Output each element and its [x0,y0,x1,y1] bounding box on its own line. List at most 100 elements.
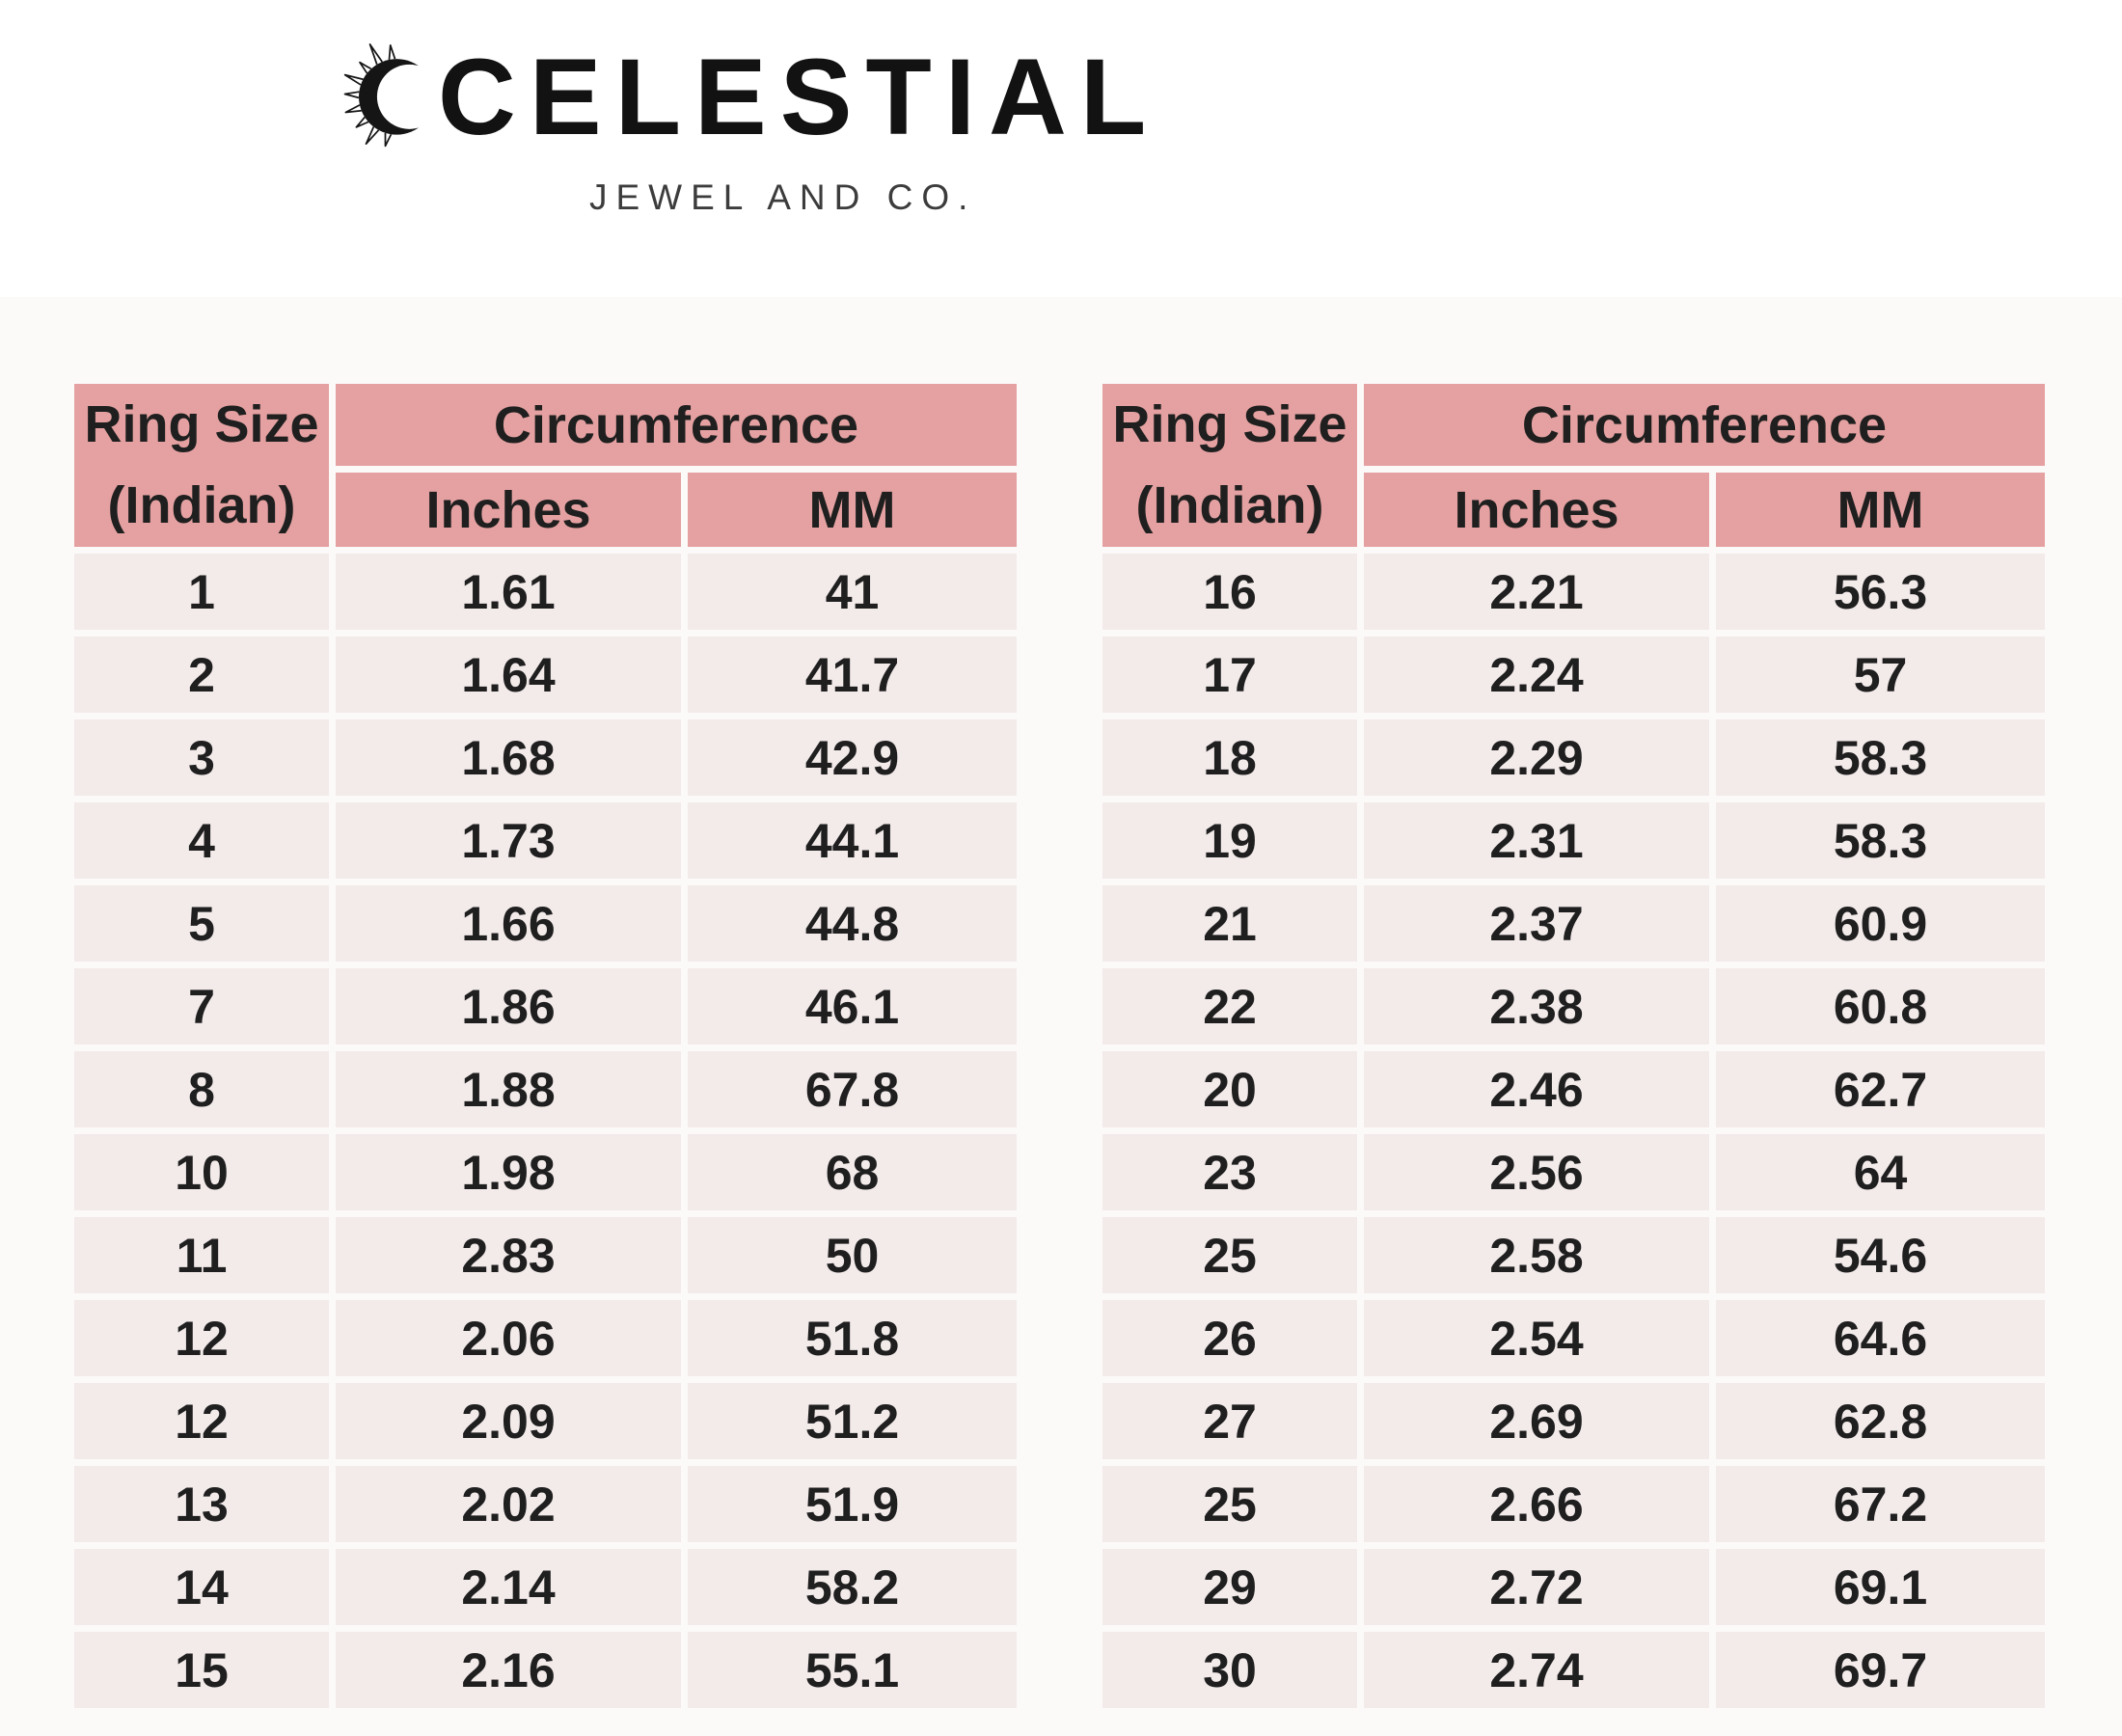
table-row: 15 2.16 55.1 [74,1632,1017,1709]
table-row: 4 1.73 44.1 [74,802,1017,880]
mm-cell: 41.7 [688,637,1017,714]
mm-cell: 56.3 [1716,554,2045,631]
table-row: 8 1.88 67.8 [74,1051,1017,1128]
mm-cell: 44.1 [688,802,1017,880]
inches-cell: 2.46 [1364,1051,1709,1128]
table-row: 1 1.61 41 [74,554,1017,631]
ring-size-cell: 8 [74,1051,329,1128]
ring-size-cell: 13 [74,1466,329,1543]
inches-cell: 2.21 [1364,554,1709,631]
mm-cell: 60.8 [1716,968,2045,1045]
inches-cell: 2.72 [1364,1549,1709,1626]
brand-row: CELESTIAL [343,29,1159,156]
ring-size-table-right: Ring Size (Indian) Circumference Inches … [1096,377,2052,1715]
table-row: 18 2.29 58.3 [1102,719,2045,797]
table-row: 13 2.02 51.9 [74,1466,1017,1543]
mm-cell: 54.6 [1716,1217,2045,1294]
table-row: 14 2.14 58.2 [74,1549,1017,1626]
mm-cell: 44.8 [688,885,1017,963]
ring-size-table-left: Ring Size (Indian) Circumference Inches … [68,377,1023,1715]
mm-cell: 42.9 [688,719,1017,797]
ring-size-cell: 7 [74,968,329,1045]
table-header-row: Ring Size (Indian) Circumference [1102,384,2045,548]
mm-cell: 69.7 [1716,1632,2045,1709]
ring-size-cell: 2 [74,637,329,714]
inches-cell: 1.98 [336,1134,681,1211]
mm-cell: 55.1 [688,1632,1017,1709]
table-row: 5 1.66 44.8 [74,885,1017,963]
table-row: 19 2.31 58.3 [1102,802,2045,880]
mm-cell: 41 [688,554,1017,631]
table-row: 22 2.38 60.8 [1102,968,2045,1045]
inches-cell: 1.66 [336,885,681,963]
circumference-header: Circumference [336,384,1017,467]
inches-cell: 2.74 [1364,1632,1709,1709]
inches-cell: 2.58 [1364,1217,1709,1294]
inches-cell: 1.88 [336,1051,681,1128]
table-row: 17 2.24 57 [1102,637,2045,714]
inches-cell: 2.24 [1364,637,1709,714]
ring-size-cell: 16 [1102,554,1357,631]
mm-cell: 67.2 [1716,1466,2045,1543]
table-row: 12 2.09 51.2 [74,1383,1017,1460]
mm-header: MM [1716,473,2045,548]
ring-size-cell: 12 [74,1383,329,1460]
table-row: 10 1.98 68 [74,1134,1017,1211]
table-subheader-row: Inches MM [74,473,1017,548]
mm-cell: 58.3 [1716,719,2045,797]
table-row: 30 2.74 69.7 [1102,1632,2045,1709]
ring-size-cell: 11 [74,1217,329,1294]
table-row: 29 2.72 69.1 [1102,1549,2045,1626]
sun-crescent-icon [343,43,435,148]
table-row: 7 1.86 46.1 [74,968,1017,1045]
ring-size-cell: 25 [1102,1466,1357,1543]
table-row: 25 2.66 67.2 [1102,1466,2045,1543]
mm-cell: 51.9 [688,1466,1017,1543]
table-row: 2 1.64 41.7 [74,637,1017,714]
ring-size-header-line1: Ring Size [84,395,319,453]
table-row: 25 2.58 54.6 [1102,1217,2045,1294]
inches-cell: 1.73 [336,802,681,880]
mm-cell: 46.1 [688,968,1017,1045]
ring-size-cell: 23 [1102,1134,1357,1211]
ring-size-cell: 12 [74,1300,329,1377]
inches-cell: 2.09 [336,1383,681,1460]
mm-cell: 62.8 [1716,1383,2045,1460]
mm-cell: 58.3 [1716,802,2045,880]
ring-size-cell: 10 [74,1134,329,1211]
table-row: 21 2.37 60.9 [1102,885,2045,963]
inches-cell: 2.31 [1364,802,1709,880]
inches-cell: 2.54 [1364,1300,1709,1377]
ring-size-cell: 25 [1102,1217,1357,1294]
inches-cell: 2.16 [336,1632,681,1709]
ring-size-cell: 3 [74,719,329,797]
brand-name: CELESTIAL [438,37,1160,157]
ring-size-cell: 1 [74,554,329,631]
inches-cell: 2.06 [336,1300,681,1377]
ring-size-cell: 22 [1102,968,1357,1045]
table-row: 20 2.46 62.7 [1102,1051,2045,1128]
mm-cell: 62.7 [1716,1051,2045,1128]
ring-size-cell: 29 [1102,1549,1357,1626]
mm-cell: 69.1 [1716,1549,2045,1626]
inches-cell: 1.68 [336,719,681,797]
inches-cell: 1.64 [336,637,681,714]
mm-cell: 60.9 [1716,885,2045,963]
inches-cell: 2.56 [1364,1134,1709,1211]
mm-cell: 64 [1716,1134,2045,1211]
mm-cell: 67.8 [688,1051,1017,1128]
ring-size-cell: 26 [1102,1300,1357,1377]
mm-cell: 57 [1716,637,2045,714]
ring-size-cell: 21 [1102,885,1357,963]
mm-cell: 68 [688,1134,1017,1211]
brand-tagline: JEWEL AND CO. [589,177,977,217]
ring-size-cell: 18 [1102,719,1357,797]
table-subheader-row: Inches MM [1102,473,2045,548]
inches-header: Inches [1364,473,1709,548]
ring-size-cell: 20 [1102,1051,1357,1128]
inches-cell: 2.83 [336,1217,681,1294]
mm-cell: 51.8 [688,1300,1017,1377]
inches-cell: 1.86 [336,968,681,1045]
inches-cell: 2.38 [1364,968,1709,1045]
